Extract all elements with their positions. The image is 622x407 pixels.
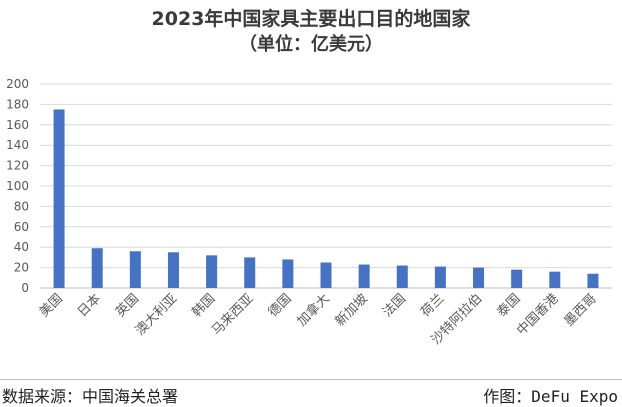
- gridlines: [40, 83, 612, 289]
- bar: [167, 252, 179, 288]
- x-category-label: 泰国: [494, 291, 523, 320]
- chart-title: 2023年中国家具主要出口目的地国家: [151, 8, 471, 30]
- y-tick-label: 140: [6, 138, 29, 152]
- x-category-label: 美国: [37, 291, 66, 320]
- y-tick-label: 120: [6, 159, 29, 173]
- x-category-label: 新加坡: [332, 291, 371, 330]
- y-tick-label: 100: [6, 179, 29, 193]
- bar: [91, 248, 103, 288]
- y-axis-ticks: 0 20 40 60 80 100 120 140 160 180 200: [6, 77, 29, 295]
- bar: [587, 273, 599, 288]
- x-category-label: 墨西哥: [562, 291, 600, 329]
- x-category-label: 加拿大: [294, 291, 333, 330]
- chart-credit: 作图：DeFu Expo: [483, 387, 618, 406]
- footer-divider: [0, 379, 622, 380]
- bar: [473, 267, 485, 288]
- bar: [396, 265, 408, 288]
- bar: [53, 109, 65, 288]
- y-tick-label: 160: [6, 118, 29, 132]
- chart-subtitle: （单位：亿美元）: [239, 34, 383, 55]
- y-tick-label: 180: [6, 97, 29, 111]
- bars: [53, 109, 599, 288]
- x-category-label: 澳大利亚: [132, 291, 180, 339]
- bar: [129, 251, 141, 288]
- x-category-label: 法国: [380, 291, 409, 320]
- y-tick-label: 200: [6, 77, 29, 91]
- bar: [244, 257, 256, 288]
- bar: [206, 255, 218, 288]
- x-category-label: 马来西亚: [209, 291, 256, 338]
- bar: [511, 269, 523, 288]
- bar: [434, 266, 446, 288]
- bar: [320, 262, 332, 288]
- x-category-label: 中国香港: [514, 291, 561, 338]
- bar: [549, 271, 561, 288]
- bar: [358, 264, 370, 288]
- y-tick-label: 60: [14, 220, 29, 234]
- data-source: 数据来源：中国海关总署: [2, 387, 179, 406]
- x-category-label: 日本: [75, 291, 104, 320]
- x-category-label: 荷兰: [418, 291, 447, 320]
- y-tick-label: 20: [14, 261, 29, 275]
- x-category-label: 韩国: [189, 291, 218, 320]
- x-category-label: 英国: [113, 291, 142, 320]
- bar: [282, 259, 294, 288]
- y-tick-label: 80: [14, 199, 29, 213]
- y-tick-label: 0: [21, 281, 29, 295]
- x-category-label: 德国: [266, 291, 295, 320]
- x-axis-labels: 美国 日本 英国澳大利亚 韩国马来西亚 德国 加拿大 新加坡 法国 荷兰沙特阿拉伯 泰国中国香港墨…: [37, 291, 600, 348]
- y-tick-label: 40: [14, 240, 29, 254]
